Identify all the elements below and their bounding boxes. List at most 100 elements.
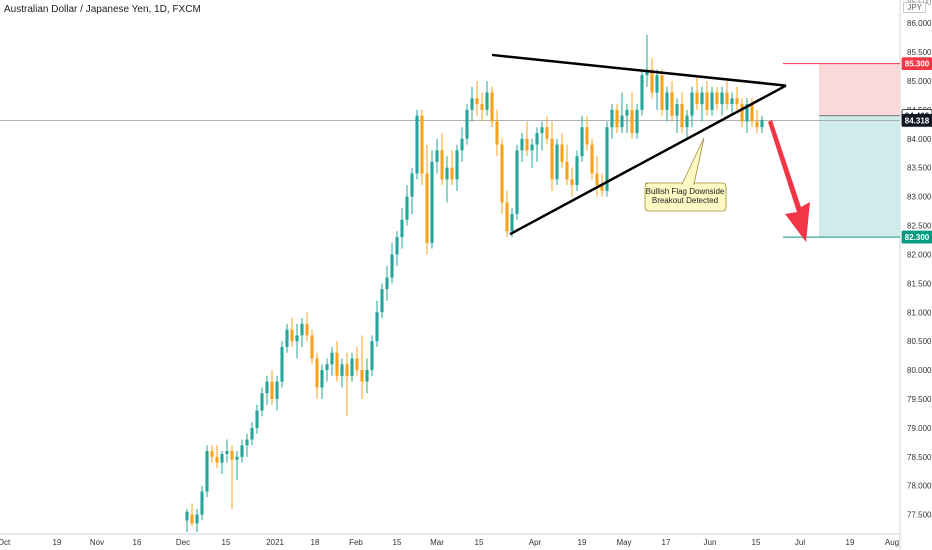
candle bbox=[490, 92, 494, 122]
currency-badge[interactable]: JPY bbox=[903, 2, 926, 13]
x-tick-label: Aug bbox=[885, 538, 899, 547]
candle bbox=[230, 451, 234, 460]
y-tick-label: 79.000 bbox=[907, 424, 932, 433]
candle bbox=[555, 144, 559, 180]
y-tick-label: 82.500 bbox=[907, 222, 932, 231]
candle bbox=[480, 104, 484, 110]
upper-trendline bbox=[491, 53, 787, 87]
callout-joint bbox=[683, 182, 693, 185]
candle bbox=[330, 352, 334, 365]
callout-box bbox=[644, 182, 727, 212]
candle bbox=[630, 109, 634, 133]
x-tick-label: Jul bbox=[795, 538, 805, 547]
candle bbox=[705, 92, 709, 110]
candle bbox=[600, 185, 604, 191]
y-tick-label: 81.000 bbox=[907, 308, 932, 317]
candle bbox=[580, 127, 584, 157]
candle bbox=[360, 370, 364, 382]
candle bbox=[345, 364, 349, 376]
downside-arrow bbox=[768, 120, 810, 242]
candle bbox=[730, 98, 734, 105]
candle bbox=[405, 196, 409, 220]
candle bbox=[340, 364, 344, 376]
x-tick-label: 17 bbox=[662, 538, 671, 547]
lower-trendline bbox=[509, 84, 787, 236]
candle bbox=[550, 138, 554, 180]
candle bbox=[665, 92, 669, 110]
candle bbox=[560, 144, 564, 162]
candle bbox=[285, 329, 289, 347]
candle bbox=[410, 173, 414, 197]
candle bbox=[455, 150, 459, 180]
candle bbox=[615, 109, 619, 128]
stop-zone bbox=[819, 63, 900, 116]
candle bbox=[620, 115, 624, 128]
target-price-label: 82.300 bbox=[905, 233, 930, 242]
y-tick-label: 85.500 bbox=[907, 48, 932, 57]
candle bbox=[670, 92, 674, 116]
y-tick-label: 83.000 bbox=[907, 193, 932, 202]
candle bbox=[250, 427, 254, 440]
annotation-text: Bullish Flag Downside bbox=[646, 187, 725, 196]
x-tick-label: 15 bbox=[393, 538, 402, 547]
candle bbox=[215, 456, 219, 463]
candle bbox=[305, 323, 309, 336]
x-tick-label: 18 bbox=[311, 538, 320, 547]
candle bbox=[535, 133, 539, 145]
candle bbox=[700, 92, 704, 105]
candle bbox=[395, 237, 399, 255]
candle bbox=[680, 104, 684, 128]
candle bbox=[755, 121, 759, 128]
candle bbox=[660, 75, 664, 110]
annotation-text: Breakout Detected bbox=[652, 196, 718, 205]
x-tick-label: Apr bbox=[529, 538, 542, 547]
candle bbox=[210, 451, 214, 457]
candle bbox=[715, 92, 719, 105]
x-tick-label: May bbox=[616, 538, 631, 547]
candle bbox=[545, 127, 549, 139]
candle bbox=[265, 381, 269, 394]
candle bbox=[500, 144, 504, 203]
candle bbox=[565, 161, 569, 180]
y-tick-label: 79.500 bbox=[907, 395, 932, 404]
candle bbox=[185, 511, 189, 521]
candle bbox=[605, 127, 609, 191]
x-tick-label: 16 bbox=[133, 538, 142, 547]
target-price-label-bg bbox=[901, 230, 932, 244]
x-tick-label: Oct bbox=[0, 538, 11, 547]
y-tick-label: 83.500 bbox=[907, 164, 932, 173]
candle bbox=[585, 127, 589, 145]
candle bbox=[575, 156, 579, 186]
candle bbox=[280, 346, 284, 382]
candle bbox=[380, 289, 384, 313]
candle bbox=[525, 138, 529, 151]
y-tick-label: 86.000 bbox=[907, 19, 932, 28]
candle bbox=[540, 127, 544, 133]
candle bbox=[245, 439, 249, 446]
candle bbox=[475, 98, 479, 105]
candle bbox=[610, 109, 614, 128]
stop-price-label: 85.300 bbox=[905, 60, 930, 69]
candle bbox=[640, 75, 644, 110]
price-axis bbox=[900, 0, 932, 550]
candle bbox=[370, 341, 374, 371]
candle bbox=[350, 358, 354, 376]
candle bbox=[450, 167, 454, 180]
y-tick-label: 82.000 bbox=[907, 250, 932, 259]
candle bbox=[300, 323, 304, 336]
candle bbox=[375, 312, 379, 342]
target-zone bbox=[819, 115, 900, 238]
candle bbox=[225, 451, 229, 454]
candle bbox=[625, 109, 629, 116]
candle bbox=[570, 179, 574, 186]
candle bbox=[760, 120, 764, 128]
candle bbox=[655, 75, 659, 93]
candle bbox=[385, 277, 389, 290]
candle bbox=[710, 92, 714, 110]
candle bbox=[650, 69, 654, 93]
candle bbox=[255, 410, 259, 428]
x-tick-label: Nov bbox=[90, 538, 104, 547]
